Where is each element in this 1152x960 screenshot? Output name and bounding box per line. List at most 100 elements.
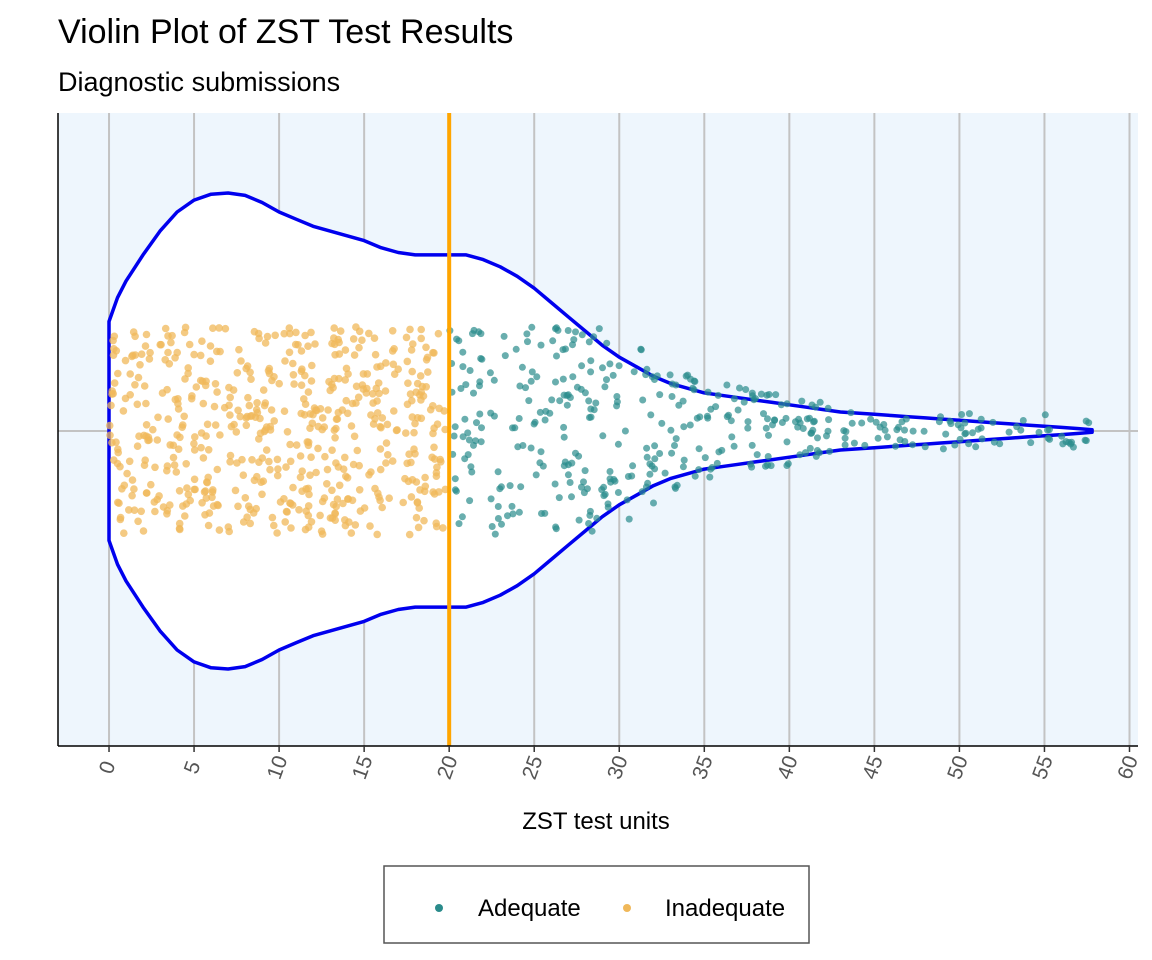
- point-adequate: [772, 391, 780, 399]
- point-inadequate: [199, 399, 208, 408]
- point-adequate: [744, 424, 752, 432]
- point-inadequate: [321, 452, 329, 461]
- point-inadequate: [151, 507, 159, 516]
- point-inadequate: [190, 350, 198, 359]
- point-adequate: [1019, 417, 1027, 424]
- point-adequate: [614, 440, 622, 448]
- point-inadequate: [331, 434, 339, 442]
- point-inadequate: [121, 356, 130, 365]
- legend-key-adequate: [435, 904, 443, 912]
- point-inadequate: [283, 508, 291, 516]
- point-inadequate: [142, 421, 151, 429]
- point-adequate: [895, 423, 902, 431]
- point-inadequate: [226, 411, 234, 419]
- point-adequate: [465, 436, 473, 444]
- point-adequate: [946, 417, 954, 425]
- point-adequate: [570, 336, 578, 344]
- point-inadequate: [196, 351, 205, 360]
- point-adequate: [840, 427, 848, 435]
- point-adequate: [532, 471, 540, 479]
- point-inadequate: [142, 399, 150, 408]
- point-adequate: [672, 381, 680, 389]
- point-adequate: [1044, 426, 1051, 434]
- point-inadequate: [317, 527, 326, 535]
- point-adequate: [524, 338, 531, 346]
- point-inadequate: [262, 446, 271, 454]
- point-inadequate: [307, 377, 316, 385]
- point-adequate: [625, 515, 633, 523]
- point-adequate: [796, 451, 804, 459]
- point-adequate: [639, 396, 647, 404]
- point-adequate: [876, 423, 884, 431]
- point-inadequate: [197, 443, 205, 452]
- point-adequate: [494, 468, 502, 476]
- point-adequate: [628, 472, 636, 480]
- point-inadequate: [401, 474, 409, 483]
- point-adequate: [679, 397, 687, 405]
- point-inadequate: [384, 451, 392, 459]
- point-inadequate: [149, 425, 157, 434]
- point-inadequate: [409, 340, 417, 348]
- point-inadequate: [203, 420, 212, 429]
- point-inadequate: [106, 431, 114, 440]
- point-inadequate: [304, 342, 312, 351]
- point-adequate: [528, 368, 536, 376]
- point-inadequate: [329, 500, 338, 509]
- point-inadequate: [204, 446, 213, 454]
- point-inadequate: [242, 414, 250, 422]
- point-inadequate: [236, 412, 244, 421]
- point-inadequate: [429, 488, 437, 496]
- point-inadequate: [406, 325, 414, 334]
- point-adequate: [498, 520, 505, 528]
- point-adequate: [867, 415, 875, 423]
- point-adequate: [901, 426, 908, 434]
- point-inadequate: [265, 369, 274, 378]
- point-adequate: [515, 415, 523, 422]
- point-inadequate: [181, 512, 189, 520]
- point-inadequate: [292, 328, 300, 337]
- point-adequate: [642, 371, 650, 379]
- point-inadequate: [174, 399, 182, 408]
- point-adequate: [518, 363, 526, 371]
- point-inadequate: [358, 336, 366, 345]
- point-adequate: [650, 499, 657, 507]
- point-inadequate: [333, 495, 342, 504]
- point-inadequate: [213, 388, 221, 396]
- point-adequate: [826, 447, 834, 455]
- point-adequate: [487, 495, 495, 503]
- point-inadequate: [263, 332, 272, 341]
- point-inadequate: [247, 375, 255, 384]
- point-inadequate: [252, 405, 261, 414]
- x-tick-label: 45: [858, 753, 888, 783]
- point-adequate: [552, 378, 559, 386]
- point-adequate: [643, 365, 651, 373]
- point-adequate: [553, 352, 560, 360]
- point-adequate: [566, 479, 574, 486]
- point-adequate: [580, 478, 587, 486]
- point-inadequate: [216, 431, 224, 439]
- point-inadequate: [422, 383, 431, 391]
- point-inadequate: [175, 519, 184, 528]
- point-inadequate: [424, 368, 432, 376]
- point-adequate: [824, 427, 832, 435]
- point-inadequate: [151, 463, 159, 472]
- point-inadequate: [308, 419, 317, 428]
- point-inadequate: [385, 494, 394, 503]
- point-adequate: [736, 384, 743, 392]
- point-adequate: [613, 393, 621, 400]
- point-inadequate: [297, 347, 306, 355]
- legend-item-adequate: Adequate: [435, 895, 581, 922]
- legend-label-adequate: Adequate: [478, 895, 581, 922]
- point-inadequate: [350, 351, 359, 359]
- point-inadequate: [246, 519, 254, 528]
- point-adequate: [647, 411, 655, 419]
- point-inadequate: [407, 493, 416, 501]
- chart-subtitle: Diagnostic submissions: [58, 67, 340, 97]
- point-inadequate: [306, 471, 314, 480]
- point-adequate: [806, 444, 814, 452]
- point-adequate: [1068, 438, 1076, 446]
- point-adequate: [783, 400, 791, 408]
- point-inadequate: [163, 510, 171, 518]
- point-inadequate: [170, 461, 179, 469]
